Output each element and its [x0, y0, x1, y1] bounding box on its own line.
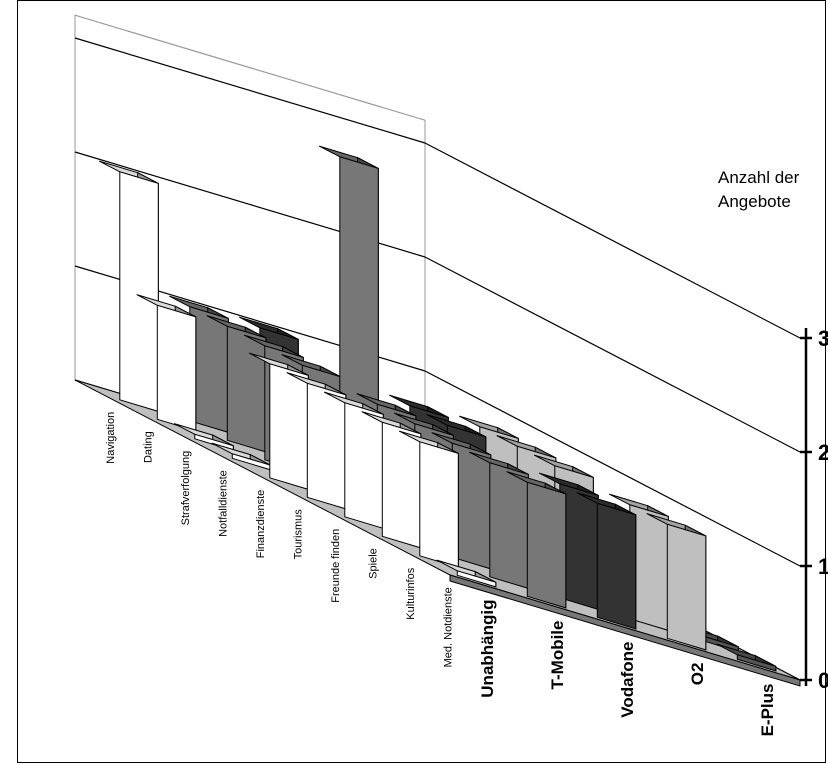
category-label: Freunde finden	[330, 529, 342, 603]
gridline-side	[424, 370, 801, 567]
bar	[468, 451, 529, 590]
bar-front	[156, 304, 197, 432]
bar-front	[526, 481, 567, 609]
bar	[398, 430, 459, 569]
bar	[286, 372, 347, 510]
bar-front	[489, 462, 529, 590]
category-label: Spiele	[367, 548, 379, 579]
bar-front	[736, 654, 777, 672]
bar-front	[306, 382, 347, 510]
bar-front	[344, 402, 384, 530]
bar	[716, 643, 777, 672]
gridline-side	[424, 142, 801, 339]
category-label: Kulturinfos	[405, 567, 417, 619]
bar-front	[381, 421, 422, 549]
category-label: Notfalldienste	[217, 470, 229, 537]
provider-label: Vodafone	[618, 642, 637, 718]
category-label: Strafverfolgung	[180, 451, 192, 526]
bar	[538, 472, 599, 611]
bar	[168, 295, 229, 434]
y-axis-title: Anzahl der	[718, 168, 800, 187]
bar	[436, 559, 497, 588]
category-label: Navigation	[105, 412, 117, 464]
bar	[323, 391, 384, 530]
category-label: Tourismus	[292, 509, 304, 560]
provider-label: O2	[688, 663, 707, 686]
chart-labels: 0 1 2 3 Anzahl der Angebote Navigation Dating St…	[105, 168, 828, 736]
y-axis-title: Angebote	[718, 192, 791, 211]
gridline	[74, 37, 426, 144]
provider-label: T-Mobile	[548, 621, 567, 690]
provider-label: Unabhängig	[478, 600, 497, 698]
y-tick-label: 1	[818, 554, 828, 579]
bar-front	[596, 502, 637, 630]
bar	[361, 411, 422, 549]
category-label: Dating	[142, 431, 154, 463]
bar-front	[119, 171, 159, 413]
y-tick-label: 2	[818, 440, 828, 465]
y-tick-label: 0	[818, 668, 828, 693]
bar-front	[666, 523, 707, 651]
bar-front	[269, 363, 309, 491]
bar	[506, 471, 567, 609]
bar	[136, 294, 197, 432]
bar	[98, 160, 159, 413]
bar	[608, 493, 669, 632]
bar	[646, 513, 707, 651]
bar-front	[419, 441, 459, 569]
bar	[248, 352, 309, 491]
provider-label: E-Plus	[758, 684, 777, 737]
gridline-side	[424, 256, 801, 453]
category-label: Med. Notdienste	[442, 587, 454, 667]
y-tick-label: 3	[818, 326, 828, 351]
floor-edge	[449, 574, 801, 687]
wall-top-edge	[74, 14, 426, 121]
bar-front	[456, 570, 497, 588]
category-label: Finanzdienste	[255, 490, 267, 559]
bar	[576, 492, 637, 630]
bar-front	[226, 325, 267, 453]
chart-bars	[98, 145, 777, 672]
